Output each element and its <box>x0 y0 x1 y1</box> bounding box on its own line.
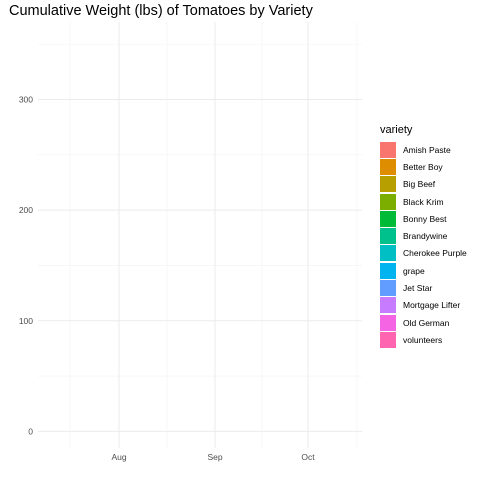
legend-label: Cherokee Purple <box>403 248 467 259</box>
legend-label: Amish Paste <box>403 144 451 155</box>
legend-key <box>380 193 396 210</box>
legend-key <box>380 297 396 314</box>
legend-label: Old German <box>403 317 450 328</box>
x-tick-label: Sep <box>207 452 222 462</box>
x-tick-label: Aug <box>111 452 126 462</box>
legend-label: Black Krim <box>403 196 444 207</box>
legend-item: Amish Paste <box>380 141 467 158</box>
legend-key <box>380 280 396 297</box>
legend-items: Amish Paste Better Boy Big Beef Black Krim B… <box>380 141 467 349</box>
chart-title: Cumulative Weight (lbs) of Tomatoes by V… <box>9 3 313 19</box>
legend-item: Mortgage Lifter <box>380 297 467 314</box>
legend-item: Cherokee Purple <box>380 245 467 262</box>
legend-item: Bonny Best <box>380 210 467 227</box>
legend-label: Brandywine <box>403 231 448 242</box>
legend-label: Mortgage Lifter <box>403 300 461 311</box>
legend-label: Bonny Best <box>403 213 447 224</box>
legend-title: variety <box>380 124 413 136</box>
legend-key <box>380 262 396 279</box>
legend-item: grape <box>380 262 467 279</box>
legend-item: Jet Star <box>380 279 467 297</box>
legend-key <box>380 141 396 158</box>
y-tick-label: 0 <box>28 426 33 436</box>
legend-key <box>380 210 396 227</box>
y-tick-label: 200 <box>19 205 33 215</box>
legend-item: volunteers <box>380 331 467 348</box>
legend-key <box>380 158 396 175</box>
legend-item: Old German <box>380 314 467 331</box>
legend-label: grape <box>403 265 425 276</box>
legend-label: Jet Star <box>403 283 433 294</box>
legend: variety Amish Paste Better Boy Big Beef Bla… <box>380 124 467 349</box>
legend-key <box>380 314 396 331</box>
legend-key <box>380 331 396 348</box>
legend-label: volunteers <box>403 334 443 345</box>
legend-key <box>380 176 396 193</box>
legend-key <box>380 228 396 245</box>
legend-label: Big Beef <box>403 179 436 190</box>
legend-item: Big Beef <box>380 176 467 193</box>
legend-item: Brandywine <box>380 227 467 245</box>
legend-item: Black Krim <box>380 193 467 210</box>
y-tick-label: 100 <box>19 316 33 326</box>
legend-item: Better Boy <box>380 158 467 175</box>
legend-label: Better Boy <box>403 161 443 172</box>
x-tick-label: Oct <box>301 452 315 462</box>
y-tick-label: 300 <box>19 94 33 104</box>
legend-key <box>380 245 396 262</box>
